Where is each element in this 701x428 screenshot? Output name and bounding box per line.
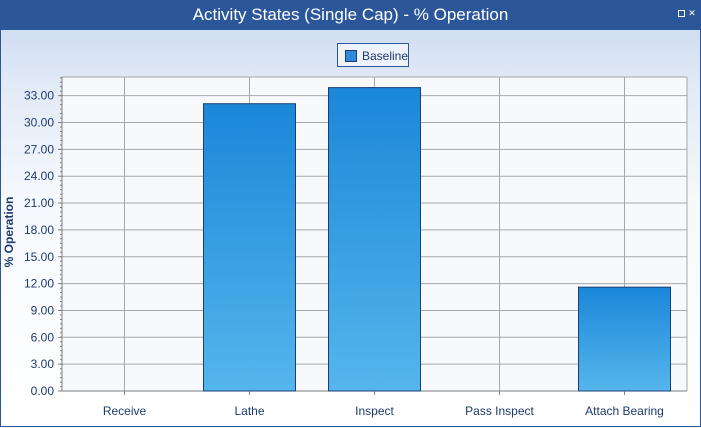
- y-tick-label: 27.00: [24, 142, 54, 156]
- y-tick-label: 12.00: [24, 277, 54, 291]
- bar-inspect: [329, 88, 421, 391]
- y-tick-label: 30.00: [24, 116, 54, 130]
- y-tick-label: 3.00: [31, 357, 55, 371]
- x-tick-label: Receive: [103, 404, 147, 418]
- x-tick-label: Lathe: [234, 404, 264, 418]
- y-tick-label: 15.00: [24, 250, 54, 264]
- bar-lathe: [204, 104, 296, 391]
- bar-attach-bearing: [579, 287, 671, 391]
- x-tick-label: Attach Bearing: [585, 404, 664, 418]
- x-tick-label: Inspect: [355, 404, 394, 418]
- y-tick-label: 6.00: [31, 330, 55, 344]
- x-tick-label: Pass Inspect: [465, 404, 534, 418]
- y-tick-label: 0.00: [31, 384, 55, 398]
- y-tick-label: 21.00: [24, 196, 54, 210]
- y-tick-label: 9.00: [31, 303, 55, 317]
- y-tick-label: 18.00: [24, 223, 54, 237]
- y-tick-label: 24.00: [24, 169, 54, 183]
- y-tick-label: 33.00: [24, 89, 54, 103]
